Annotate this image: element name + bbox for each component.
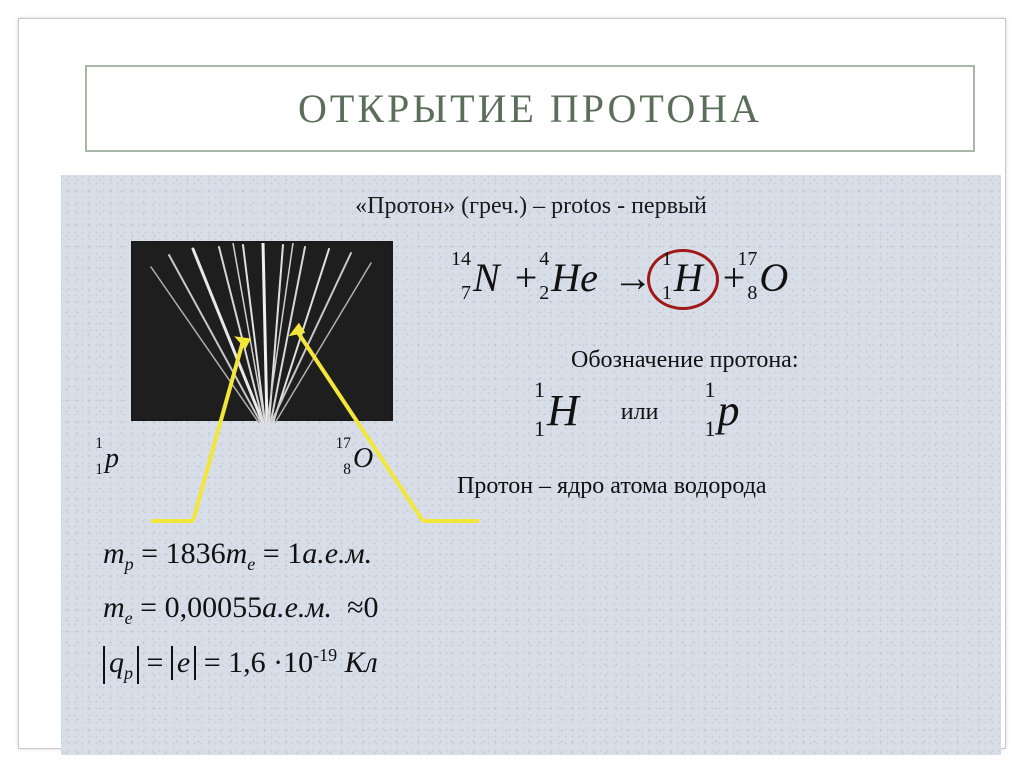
eq-proton-charge: qp = e = 1,6 ·10-19 Кл (103, 645, 378, 684)
annotation-proton: 1 1 p (103, 443, 122, 475)
proton-core-label: Протон – ядро атома водорода (457, 473, 767, 500)
eq-proton-mass: mp = 1836mе = 1а.е.м. (103, 537, 372, 575)
notation-label: Обозначение протона: (571, 347, 798, 374)
slide-frame: ОТКРЫТИЕ ПРОТОНА «Протон» (греч.) – prot… (18, 18, 1006, 749)
content-area: «Протон» (греч.) – protos - первый 1 1 p… (61, 175, 1001, 755)
proton-notation: 11H или 11p (525, 385, 742, 436)
annotation-oxygen: 17 8 O (351, 443, 376, 475)
eq-electron-mass: mе = 0,00055а.е.м. ≈0 (103, 591, 379, 629)
slide-title: ОТКРЫТИЕ ПРОТОНА (87, 85, 973, 132)
title-box: ОТКРЫТИЕ ПРОТОНА (85, 65, 975, 152)
etymology-subtitle: «Протон» (греч.) – protos - первый (61, 193, 1001, 220)
circled-proton: 11H (647, 249, 719, 310)
nuclear-reaction: 147N + 42He → 11H + 178O (471, 249, 791, 310)
